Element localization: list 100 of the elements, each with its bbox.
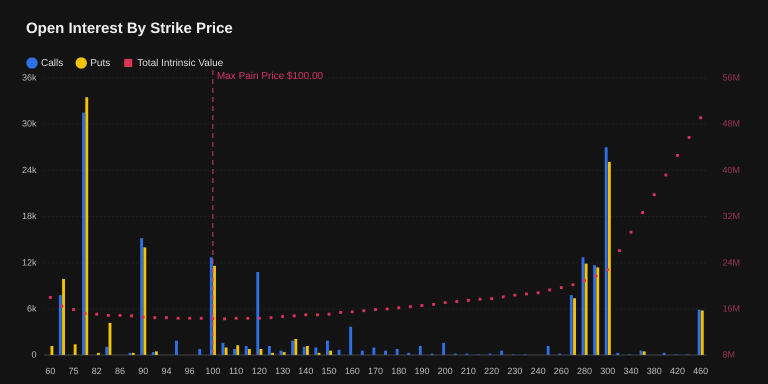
x-tick-label: 260 xyxy=(554,366,569,376)
x-tick-label: 60 xyxy=(45,366,56,376)
point xyxy=(386,308,389,310)
bar xyxy=(338,350,340,355)
x-tick-label: 200 xyxy=(438,366,453,376)
bar xyxy=(143,247,146,355)
bar xyxy=(74,344,77,355)
point xyxy=(699,116,702,120)
point xyxy=(374,308,377,311)
bar xyxy=(349,326,352,355)
y2-tick-label: 40M xyxy=(722,164,740,175)
y-tick-label: 12k xyxy=(22,257,38,268)
x-tick-label: 170 xyxy=(368,366,384,376)
x-tick-label: 94 xyxy=(161,366,172,376)
y-tick-label: 36k xyxy=(22,72,38,82)
bar xyxy=(221,342,224,355)
point xyxy=(444,301,447,304)
bar xyxy=(640,350,642,355)
point xyxy=(594,274,598,278)
point xyxy=(408,305,412,308)
point xyxy=(316,313,319,316)
point xyxy=(676,154,679,157)
bar xyxy=(198,349,202,355)
point xyxy=(84,312,87,316)
bar xyxy=(108,322,112,355)
chart-title: Open Interest By Strike Price xyxy=(26,20,233,37)
x-tick-label: 460 xyxy=(693,366,708,376)
bar xyxy=(306,346,309,355)
x-tick-label: 230 xyxy=(507,366,522,376)
x-tick-label: 280 xyxy=(577,366,592,376)
y-tick-label: 18k xyxy=(22,211,38,222)
x-tick-label: 340 xyxy=(623,366,639,376)
bar xyxy=(268,346,271,355)
x-tick-label: 130 xyxy=(275,366,290,376)
point xyxy=(165,316,168,320)
point xyxy=(432,302,435,306)
point xyxy=(630,230,632,234)
x-tick-label: 110 xyxy=(228,366,244,376)
bar xyxy=(58,295,62,355)
point xyxy=(339,311,342,314)
x-tick-label: 120 xyxy=(252,366,267,376)
x-tick-label: 140 xyxy=(298,366,314,376)
legend-label: Puts xyxy=(90,58,110,69)
point xyxy=(176,316,180,320)
x-tick-label: 160 xyxy=(344,366,360,376)
bar xyxy=(582,257,584,355)
bar xyxy=(291,340,294,355)
bar xyxy=(82,112,85,355)
point xyxy=(420,304,424,307)
point xyxy=(281,315,284,318)
x-tick-label: 210 xyxy=(460,366,476,376)
y2-tick-label: 56M xyxy=(722,72,740,82)
bar xyxy=(260,349,262,355)
y2-tick-label: 16M xyxy=(722,303,740,314)
point xyxy=(572,283,574,286)
y-tick-label: 24k xyxy=(22,164,38,175)
point xyxy=(583,279,586,282)
point xyxy=(490,297,494,300)
bar xyxy=(608,162,611,355)
point xyxy=(652,193,656,196)
bar xyxy=(360,350,364,355)
bar xyxy=(326,340,329,355)
x-tick-label: 82 xyxy=(92,366,102,376)
legend-label: Total Intrinsic Value xyxy=(137,58,224,69)
point xyxy=(641,211,644,214)
bar xyxy=(372,348,376,355)
bar xyxy=(546,346,550,355)
bar xyxy=(573,298,576,355)
x-tick-label: 240 xyxy=(530,366,546,376)
bar xyxy=(604,147,608,355)
legend-label: Calls xyxy=(41,58,64,69)
bar xyxy=(224,348,228,355)
bar xyxy=(248,349,251,355)
point xyxy=(153,316,156,320)
x-tick-label: 150 xyxy=(322,366,337,376)
bar xyxy=(155,351,158,355)
bar xyxy=(62,278,65,355)
x-tick-label: 86 xyxy=(114,366,126,376)
x-tick-label: 220 xyxy=(484,366,500,376)
bar xyxy=(302,346,306,355)
point xyxy=(142,316,145,318)
bar xyxy=(418,346,422,355)
x-tick-label: 180 xyxy=(391,366,406,376)
bar xyxy=(282,352,286,355)
point xyxy=(362,309,366,312)
bar xyxy=(593,265,596,355)
y-tick-label: 6k xyxy=(26,303,37,314)
x-tick-label: 420 xyxy=(670,366,685,376)
bar xyxy=(329,350,332,355)
y2-tick-label: 48M xyxy=(722,118,740,129)
point xyxy=(478,298,482,301)
bar xyxy=(396,349,399,355)
bar xyxy=(698,310,701,355)
bar xyxy=(50,346,54,355)
y-tick-label: 30k xyxy=(22,118,38,129)
point xyxy=(397,306,400,310)
point xyxy=(270,316,272,320)
point xyxy=(234,316,238,320)
x-tick-label: 380 xyxy=(646,366,662,376)
point xyxy=(455,300,458,303)
